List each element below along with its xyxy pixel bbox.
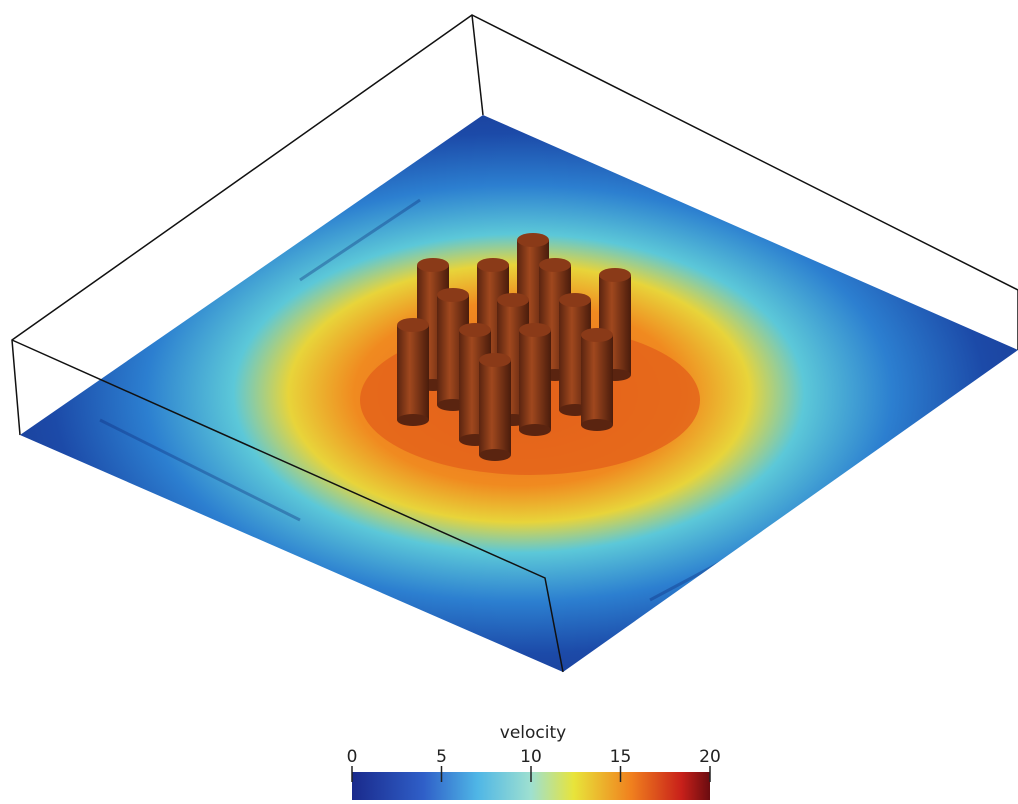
cylinder-top bbox=[479, 353, 511, 367]
cylinder-top bbox=[559, 293, 591, 307]
colorbar-title: velocity bbox=[500, 723, 566, 743]
cylinder-top bbox=[581, 328, 613, 342]
cylinder-top bbox=[459, 323, 491, 337]
render: velocity 0 5 10 15 20 bbox=[0, 0, 1018, 800]
cylinder-body bbox=[581, 335, 613, 425]
cylinder-body bbox=[479, 360, 511, 455]
colorbar-tick-label: 20 bbox=[699, 747, 721, 767]
cylinder-top bbox=[497, 293, 529, 307]
cylinder-base bbox=[479, 449, 511, 461]
colorbar-tick-label: 10 bbox=[520, 747, 542, 767]
cylinder-base bbox=[581, 419, 613, 431]
cylinder-top bbox=[519, 323, 551, 337]
cylinder-top bbox=[477, 258, 509, 272]
cylinder-base bbox=[397, 414, 429, 426]
cylinder-top bbox=[599, 268, 631, 282]
colorbar-tick-label: 0 bbox=[347, 747, 358, 767]
colorbar-tick-label: 15 bbox=[610, 747, 632, 767]
colorbar-tick-label: 5 bbox=[436, 747, 447, 767]
cylinder-top bbox=[417, 258, 449, 272]
cylinder-body bbox=[519, 330, 551, 430]
cylinder-body bbox=[397, 325, 429, 420]
cylinder-top bbox=[397, 318, 429, 332]
cylinder-top bbox=[517, 233, 549, 247]
cylinder-base bbox=[519, 424, 551, 436]
cylinder-top bbox=[437, 288, 469, 302]
cylinder-top bbox=[539, 258, 571, 272]
